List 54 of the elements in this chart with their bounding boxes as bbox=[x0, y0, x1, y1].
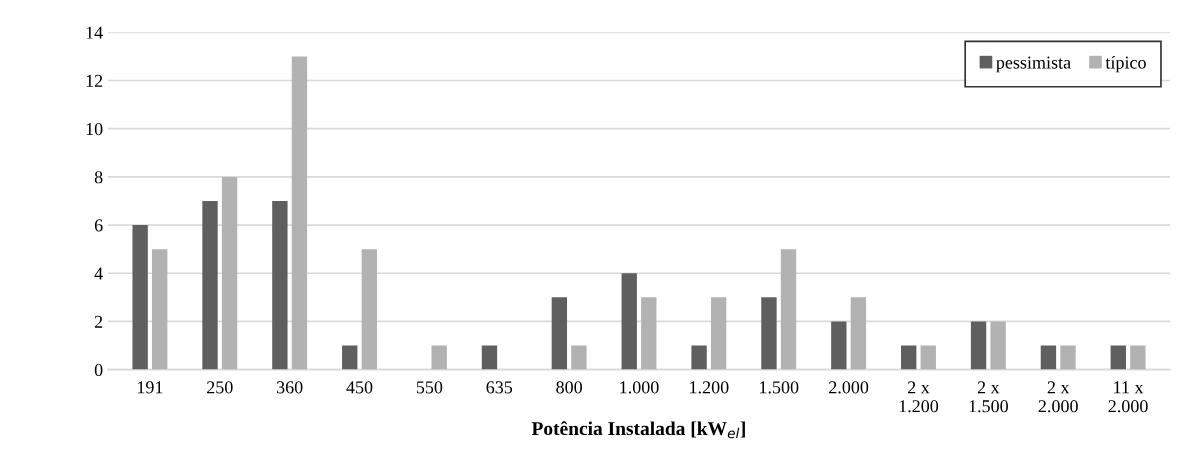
bar bbox=[970, 321, 987, 370]
bar bbox=[780, 249, 797, 370]
x-tick-label: 2 x 1.200 bbox=[899, 381, 939, 413]
y-tick-label: 0 bbox=[94, 363, 103, 377]
legend-label: pessimista bbox=[996, 56, 1071, 73]
bar bbox=[831, 321, 847, 370]
bar bbox=[920, 345, 936, 370]
bar bbox=[901, 345, 917, 370]
bar bbox=[1060, 345, 1076, 370]
bar bbox=[990, 321, 1006, 370]
y-tick-label: 8 bbox=[94, 171, 103, 184]
x-tick-label: 2.000 bbox=[829, 381, 869, 394]
x-tick-label: 635 bbox=[486, 381, 513, 394]
bar bbox=[481, 345, 498, 370]
bar bbox=[272, 200, 288, 370]
bar bbox=[221, 176, 238, 370]
bar bbox=[761, 297, 777, 370]
y-tick-label: 2 bbox=[94, 315, 103, 328]
x-tick-label: 191 bbox=[137, 381, 163, 394]
bar bbox=[342, 345, 358, 370]
bar bbox=[361, 249, 377, 370]
bar bbox=[1130, 345, 1146, 370]
bar bbox=[431, 345, 447, 370]
x-tick-label: 450 bbox=[346, 381, 373, 394]
bar bbox=[621, 273, 637, 370]
y-tick-label: 6 bbox=[94, 219, 103, 232]
bar bbox=[1040, 345, 1057, 370]
x-tick-label: 1.200 bbox=[690, 381, 729, 394]
y-tick-label: 10 bbox=[86, 122, 103, 136]
bar bbox=[1110, 345, 1126, 370]
x-tick-label: 2 x 2.000 bbox=[1038, 381, 1078, 413]
bar bbox=[152, 249, 168, 370]
y-tick-label: 12 bbox=[86, 74, 103, 87]
y-tick-label: 14 bbox=[86, 26, 103, 39]
bar bbox=[850, 297, 867, 370]
bar bbox=[202, 200, 218, 370]
x-tick-label: 11 x 2.000 bbox=[1108, 381, 1148, 413]
x-tick-label: 550 bbox=[416, 381, 443, 394]
x-tick-label: 1.500 bbox=[760, 381, 799, 394]
legend-label: típico bbox=[1105, 55, 1146, 73]
bar bbox=[551, 297, 568, 370]
x-tick-label: 800 bbox=[556, 381, 582, 394]
bar bbox=[132, 225, 148, 370]
x-tick-label: 360 bbox=[276, 381, 303, 394]
x-tick-label: 250 bbox=[207, 381, 233, 394]
y-tick-label: 4 bbox=[94, 267, 103, 280]
bar bbox=[291, 56, 308, 370]
x-axis-title: Potência Instalada [kW$_{el}$] bbox=[531, 421, 745, 439]
x-tick-label: 2 x 1.500 bbox=[969, 381, 1008, 413]
bar bbox=[691, 345, 707, 370]
bar bbox=[710, 297, 727, 370]
x-tick-label: 1.000 bbox=[620, 381, 659, 394]
bar bbox=[571, 345, 587, 370]
bar bbox=[641, 297, 657, 370]
